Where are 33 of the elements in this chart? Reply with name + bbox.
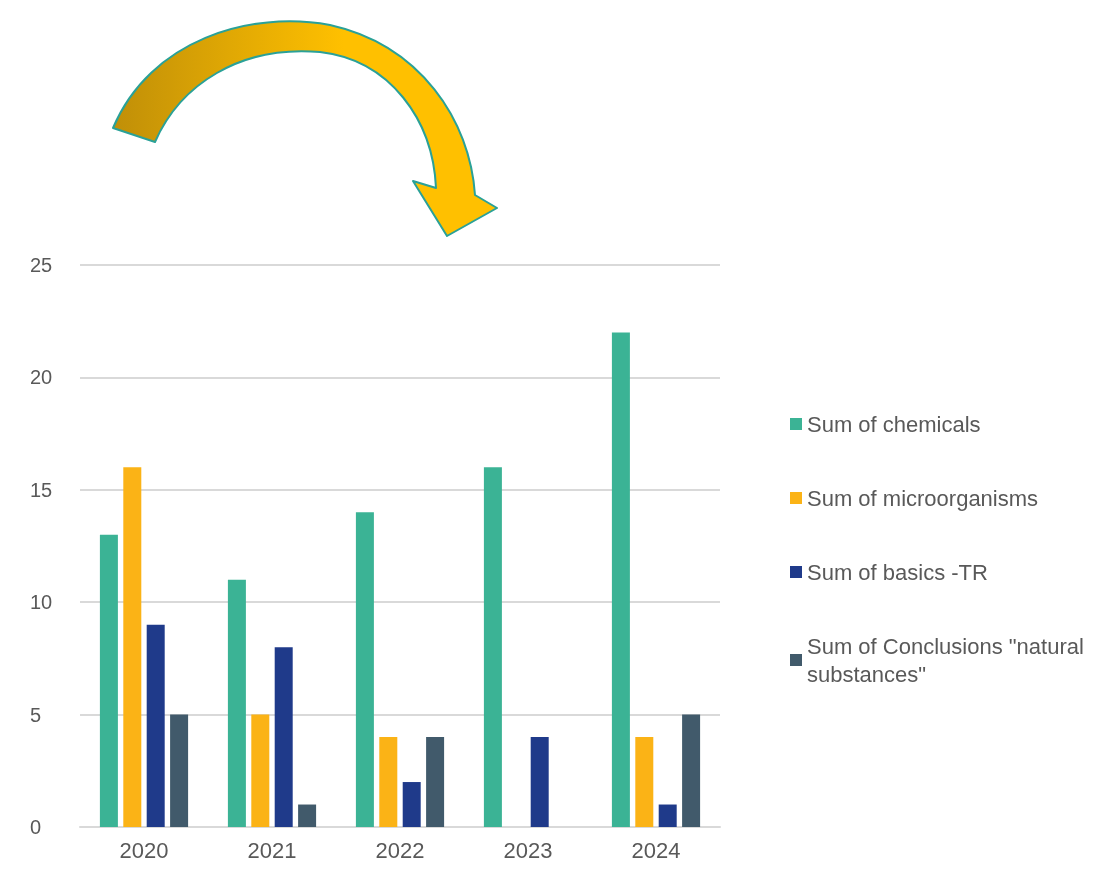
y-tick-label: 15 [30,478,53,501]
bar [635,737,654,827]
legend-label: Sum of microorganisms [807,485,1039,511]
y-tick-label: 5 [30,703,42,726]
x-tick-label: 2024 [631,837,681,863]
bar [274,647,293,827]
legend-label: Sum of basics -TR [807,559,988,585]
x-tick-label: 2020 [119,837,169,863]
bar [123,467,142,827]
y-tick-label: 10 [30,591,53,614]
bar [99,534,118,827]
bar [611,332,630,827]
y-tick-label: 20 [30,366,53,389]
bar [682,714,701,827]
bar [251,714,270,827]
bar [170,714,189,827]
y-tick-label: 25 [30,254,53,276]
bar [355,512,374,827]
bar [483,467,502,827]
bar [146,624,165,827]
legend-label: Sum of chemicals [807,411,981,437]
bar [227,579,246,827]
x-tick-label: 2022 [375,837,425,863]
bar [658,804,677,827]
y-tick-label: 0 [30,816,42,838]
bar [298,804,317,827]
bar [426,737,445,827]
bar [379,737,398,827]
bar [402,782,421,827]
x-tick-label: 2021 [247,837,297,863]
x-tick-label: 2023 [503,837,553,863]
bar [530,737,549,827]
legend-label: Sum of Conclusions "natural substances" [807,633,1090,687]
